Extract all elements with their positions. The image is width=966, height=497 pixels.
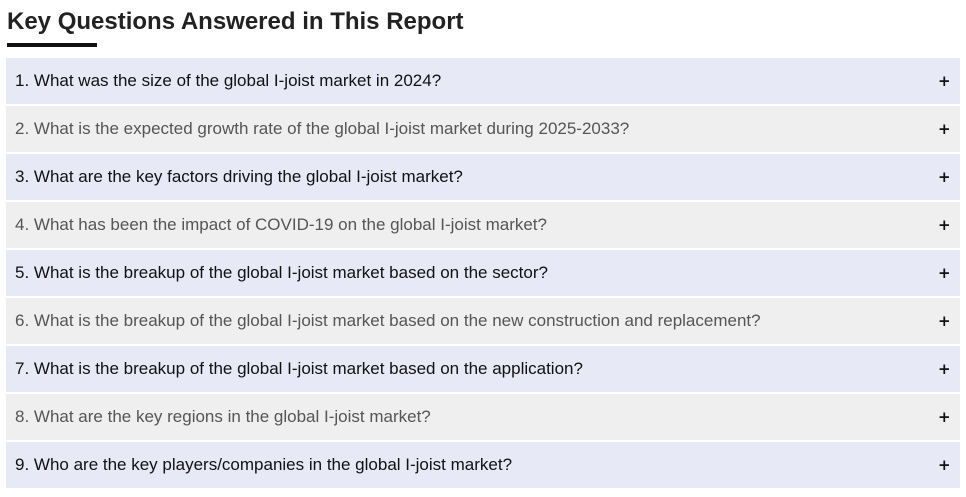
faq-item-4[interactable]: 4. What has been the impact of COVID-19 … <box>6 202 960 248</box>
expand-plus-icon[interactable]: + <box>938 120 951 138</box>
faq-item-5[interactable]: 5. What is the breakup of the global I-j… <box>6 250 960 296</box>
faq-question: 2. What is the expected growth rate of t… <box>15 119 630 138</box>
faq-question: 9. Who are the key players/companies in … <box>15 455 513 474</box>
faq-item-7[interactable]: 7. What is the breakup of the global I-j… <box>6 346 960 392</box>
expand-plus-icon[interactable]: + <box>938 312 951 330</box>
section-header: Key Questions Answered in This Report <box>7 6 464 47</box>
faq-item-8[interactable]: 8. What are the key regions in the globa… <box>6 394 960 440</box>
faq-item-1[interactable]: 1. What was the size of the global I-joi… <box>6 58 960 104</box>
faq-list: 1. What was the size of the global I-joi… <box>6 58 960 490</box>
expand-plus-icon[interactable]: + <box>938 408 951 426</box>
faq-question: 7. What is the breakup of the global I-j… <box>15 359 583 378</box>
expand-plus-icon[interactable]: + <box>938 216 951 234</box>
expand-plus-icon[interactable]: + <box>938 264 951 282</box>
expand-plus-icon[interactable]: + <box>938 360 951 378</box>
faq-question: 3. What are the key factors driving the … <box>15 167 463 186</box>
expand-plus-icon[interactable]: + <box>938 168 951 186</box>
faq-item-2[interactable]: 2. What is the expected growth rate of t… <box>6 106 960 152</box>
faq-item-9[interactable]: 9. Who are the key players/companies in … <box>6 442 960 488</box>
section-title: Key Questions Answered in This Report <box>7 8 464 35</box>
faq-question: 4. What has been the impact of COVID-19 … <box>15 215 547 234</box>
title-underline <box>7 43 97 47</box>
faq-item-3[interactable]: 3. What are the key factors driving the … <box>6 154 960 200</box>
faq-item-6[interactable]: 6. What is the breakup of the global I-j… <box>6 298 960 344</box>
faq-question: 1. What was the size of the global I-joi… <box>15 71 442 90</box>
faq-question: 5. What is the breakup of the global I-j… <box>15 263 548 282</box>
expand-plus-icon[interactable]: + <box>938 456 951 474</box>
faq-question: 8. What are the key regions in the globa… <box>15 407 431 426</box>
expand-plus-icon[interactable]: + <box>938 72 951 90</box>
faq-question: 6. What is the breakup of the global I-j… <box>15 311 761 330</box>
